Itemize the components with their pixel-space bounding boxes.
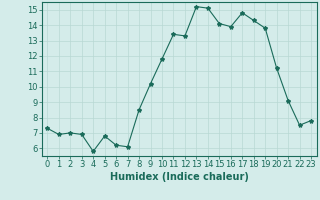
X-axis label: Humidex (Indice chaleur): Humidex (Indice chaleur): [110, 172, 249, 182]
